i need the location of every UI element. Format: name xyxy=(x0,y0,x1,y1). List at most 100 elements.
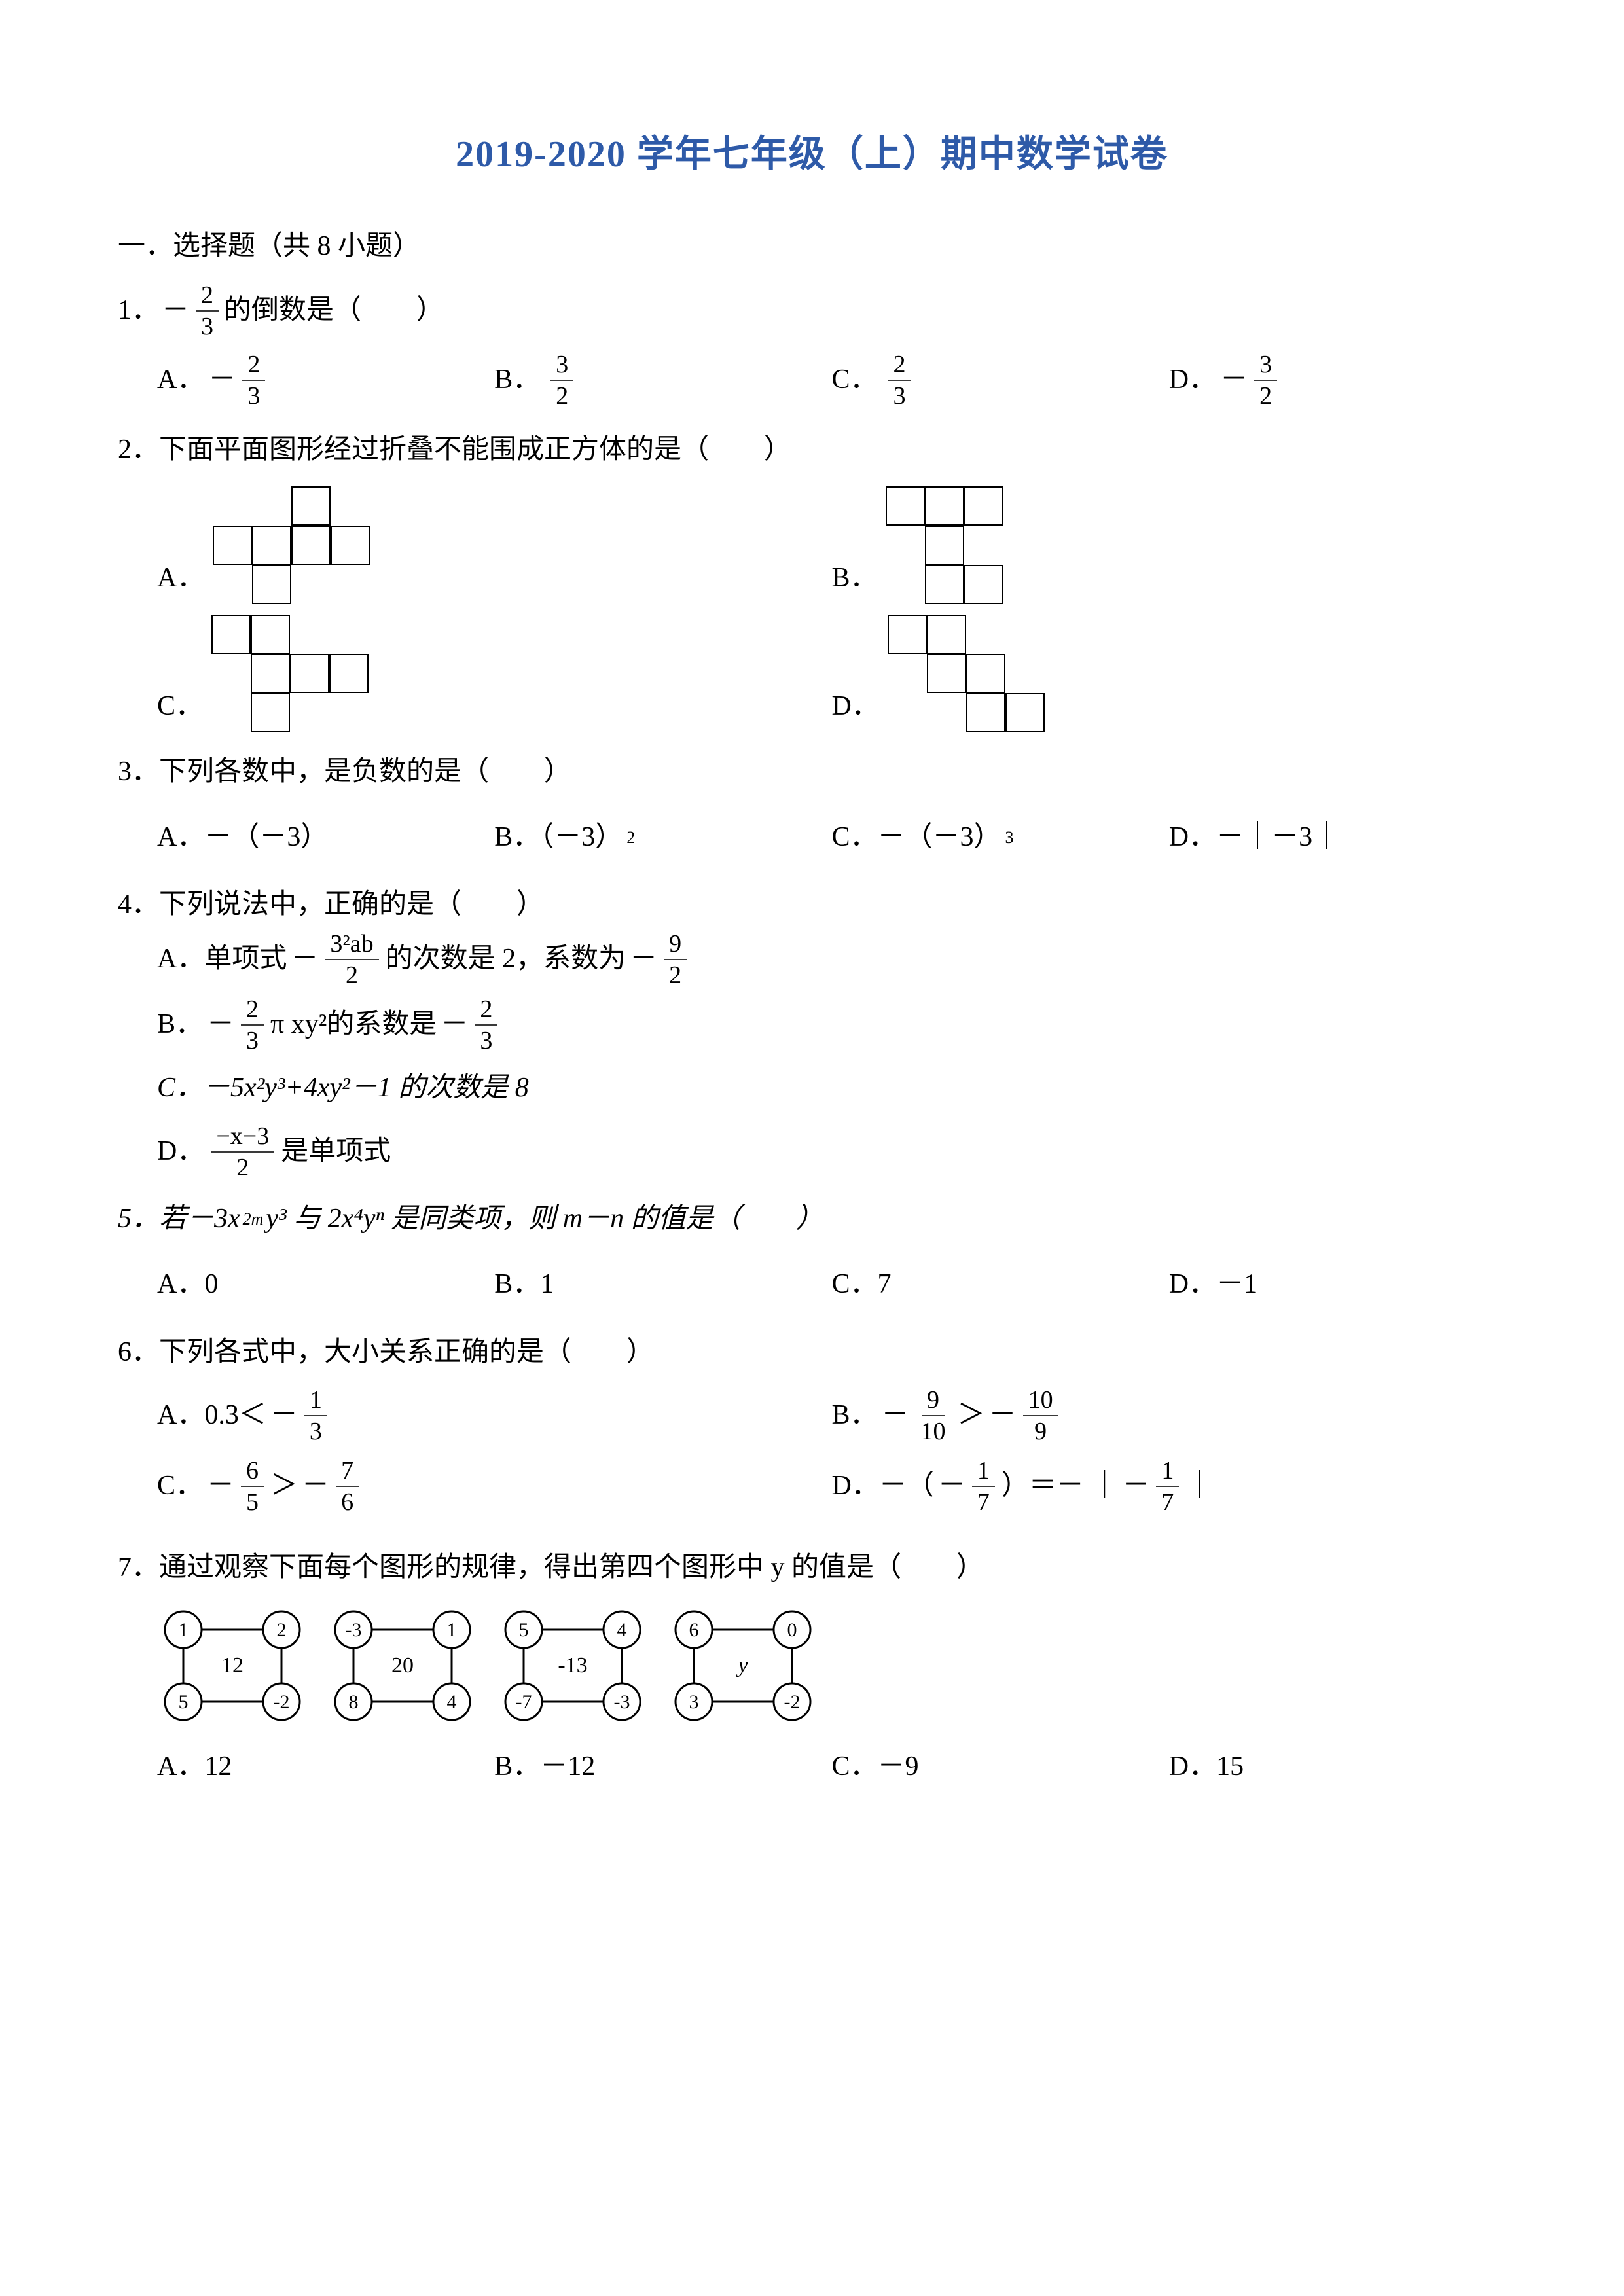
opt-letter: A． xyxy=(157,354,204,406)
opt-text: C．－9 xyxy=(832,1741,919,1793)
frac-den: 7 xyxy=(1156,1487,1179,1515)
frac-den: 2 xyxy=(664,960,687,988)
svg-text:-3: -3 xyxy=(346,1619,362,1641)
frac-num: 3²ab xyxy=(325,931,378,960)
frac-den: 3 xyxy=(241,1026,264,1053)
sign: － xyxy=(989,1390,1017,1442)
q7-option-a: A．12 xyxy=(157,1741,494,1793)
sign: － xyxy=(270,1390,298,1442)
q1-option-c: C． 23 xyxy=(832,352,1169,408)
svg-text:4: 4 xyxy=(617,1619,627,1641)
q3-option-d: D．－｜－3｜ xyxy=(1169,812,1506,864)
q6-stem: 6．下列各式中，大小关系正确的是（ ） xyxy=(118,1327,1506,1379)
frac-den: 2 xyxy=(550,381,573,408)
section-header: 一．选择题（共 8 小题） xyxy=(118,223,1506,263)
pattern-figures: 125-212-31842054-7-3-13603-2y xyxy=(157,1604,1506,1728)
opt-text: C．7 xyxy=(832,1259,892,1311)
pattern-1: 125-212 xyxy=(157,1604,308,1728)
frac-den: 3 xyxy=(304,1416,327,1444)
frac-num: 1 xyxy=(972,1458,995,1487)
q6-option-d: D．－（ － 17 ）＝－ ｜ － 17 ｜ xyxy=(832,1458,1507,1515)
sign: － xyxy=(1122,1460,1149,1513)
q4-option-b: B． － 23 π xy²的系数是 － 23 xyxy=(157,997,1506,1053)
opt-letter: D． xyxy=(1169,354,1216,406)
net-d xyxy=(888,615,1045,733)
sign: － xyxy=(441,999,468,1051)
q2-opt-b-letter: B． xyxy=(832,552,878,605)
question-2: 2．下面平面图形经过折叠不能围成正方体的是（ ） A． B． xyxy=(118,424,1506,733)
svg-text:4: 4 xyxy=(447,1691,457,1713)
q7-option-d: D．15 xyxy=(1169,1741,1506,1793)
svg-text:5: 5 xyxy=(519,1619,529,1641)
frac-den: 2 xyxy=(340,960,363,988)
q3-stem: 3．下列各数中，是负数的是（ ） xyxy=(118,746,1506,798)
q1-stem-text: 的倒数是（ ） xyxy=(224,285,444,337)
q4-stem: 4．下列说法中，正确的是（ ） xyxy=(118,879,1506,931)
frac-den: 3 xyxy=(475,1026,497,1053)
svg-text:-2: -2 xyxy=(274,1691,290,1713)
text: π xy²的系数是 xyxy=(270,999,437,1051)
opt-text: B．1 xyxy=(494,1259,554,1311)
q4-option-a: A．单项式 － 3²ab2 的次数是 2，系数为 － 92 xyxy=(157,931,1506,988)
net-c xyxy=(212,615,369,733)
q1-option-d: D． － 32 xyxy=(1169,352,1506,408)
svg-text:-7: -7 xyxy=(516,1691,532,1713)
sign: － xyxy=(291,933,318,986)
frac-num: 2 xyxy=(242,352,265,381)
question-5: 5．若－3x2m y³ 与 2x⁴yⁿ 是同类项，则 m－n 的值是（ ） A．… xyxy=(118,1193,1506,1311)
q7-option-c: C．－9 xyxy=(832,1741,1169,1793)
svg-text:-3: -3 xyxy=(614,1691,630,1713)
frac-den: 10 xyxy=(916,1416,951,1444)
q7-stem: 7．通过观察下面每个图形的规律，得出第四个图形中 y 的值是（ ） xyxy=(118,1542,1506,1594)
q5-option-c: C．7 xyxy=(832,1259,1169,1311)
cmp: ＞ xyxy=(958,1390,985,1442)
svg-text:5: 5 xyxy=(179,1691,189,1713)
question-6: 6．下列各式中，大小关系正确的是（ ） A．0.3＜ － 13 B． － 910… xyxy=(118,1327,1506,1530)
q1-option-b: B． 32 xyxy=(494,352,831,408)
sup: 2 xyxy=(626,821,635,853)
q3-option-c: C．－（－3）3 xyxy=(832,812,1169,864)
q3-option-a: A．－（－3） xyxy=(157,812,494,864)
q1-fraction: 2 3 xyxy=(196,283,219,339)
svg-text:20: 20 xyxy=(391,1653,414,1677)
frac-den: 3 xyxy=(888,381,911,408)
q4-option-d: D． −x−32 是单项式 xyxy=(157,1124,1506,1180)
question-3: 3．下列各数中，是负数的是（ ） A．－（－3） B．（－3）2 C．－（－3）… xyxy=(118,746,1506,864)
q6-option-a: A．0.3＜ － 13 xyxy=(157,1388,832,1444)
opt-text: B．－12 xyxy=(494,1741,595,1793)
pattern-2: -318420 xyxy=(327,1604,478,1728)
q1-option-a: A． － 23 xyxy=(157,352,494,408)
opt-letter: C． xyxy=(832,354,878,406)
opt-text: A．0 xyxy=(157,1259,218,1311)
svg-text:0: 0 xyxy=(787,1619,797,1641)
frac-num: 1 xyxy=(304,1388,327,1416)
sup: 2m xyxy=(243,1203,264,1235)
sign: － xyxy=(1220,354,1248,406)
q2-opt-a-letter: A． xyxy=(157,552,204,605)
question-4: 4．下列说法中，正确的是（ ） A．单项式 － 3²ab2 的次数是 2，系数为… xyxy=(118,879,1506,1180)
frac-num: 2 xyxy=(888,352,911,381)
frac-num: 3 xyxy=(550,352,573,381)
opt-text: B．（－3） xyxy=(494,812,623,864)
q5-option-b: B．1 xyxy=(494,1259,831,1311)
q4-option-c: C．－5x²y³+4xy²－1 的次数是 8 xyxy=(157,1062,1506,1115)
svg-text:y: y xyxy=(736,1653,748,1677)
text: B． xyxy=(832,1390,878,1442)
svg-text:8: 8 xyxy=(349,1691,359,1713)
opt-letter: B． xyxy=(494,354,540,406)
frac-den: 2 xyxy=(231,1153,254,1180)
frac-den: 7 xyxy=(972,1487,995,1515)
q3-option-b: B．（－3）2 xyxy=(494,812,831,864)
text: y³ 与 2x⁴yⁿ 是同类项，则 m－n 的值是（ ） xyxy=(266,1193,823,1246)
text: A．单项式 xyxy=(157,933,287,986)
q6-option-b: B． － 910 ＞ － 109 xyxy=(832,1388,1507,1444)
text: A．0.3＜ xyxy=(157,1390,266,1442)
frac-den: 3 xyxy=(196,312,219,339)
text: 的次数是 2，系数为 xyxy=(386,933,626,986)
net-b xyxy=(887,487,1005,605)
q2-opt-d-letter: D． xyxy=(832,681,879,733)
frac-den: 9 xyxy=(1029,1416,1052,1444)
frac-num: 10 xyxy=(1023,1388,1058,1416)
q2-stem: 2．下面平面图形经过折叠不能围成正方体的是（ ） xyxy=(118,424,1506,476)
opt-text: A．－（－3） xyxy=(157,812,328,864)
